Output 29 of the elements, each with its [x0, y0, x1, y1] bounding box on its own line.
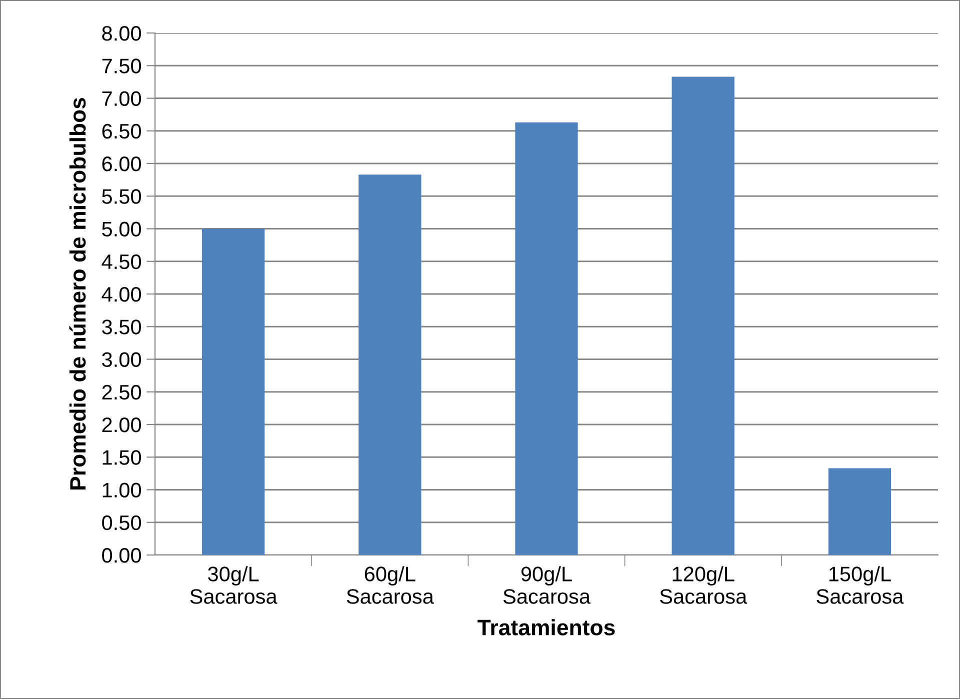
- y-tick-label: 8.00: [102, 26, 141, 41]
- x-tick-label: 150g/L Sacarosa: [816, 566, 904, 604]
- y-tick-label: 6.00: [102, 156, 141, 172]
- y-tick-label: 6.50: [102, 124, 141, 139]
- y-tick-label: 2.50: [102, 384, 141, 400]
- y-tick-label: 4.50: [102, 254, 141, 270]
- x-axis-title: Tratamientos: [478, 619, 615, 636]
- bar: [672, 76, 734, 555]
- y-tick-label: 7.50: [102, 58, 141, 74]
- y-tick-label: 0.00: [102, 548, 141, 563]
- y-tick-label: 1.00: [102, 482, 141, 498]
- x-tick-label: 30g/L Sacarosa: [190, 566, 278, 604]
- x-tick-label: 90g/L Sacarosa: [503, 566, 591, 604]
- y-tick-label: 7.00: [102, 91, 141, 106]
- x-tick-label: 60g/L Sacarosa: [346, 566, 434, 604]
- bar: [358, 174, 422, 555]
- y-tick-label: 2.00: [102, 418, 141, 432]
- y-tick-label: 1.50: [102, 450, 141, 465]
- y-axis-title: Promedio de número de microbulbos: [69, 98, 86, 490]
- x-tick-label: 120g/L Sacarosa: [660, 566, 748, 604]
- y-tick-label: 5.00: [102, 222, 141, 237]
- y-tick-label: 5.50: [102, 189, 141, 204]
- bar: [202, 228, 265, 555]
- bar: [828, 468, 892, 555]
- bar: [515, 122, 578, 555]
- y-tick-label: 3.50: [102, 320, 141, 334]
- y-tick-label: 3.00: [102, 352, 141, 368]
- y-tick-label: 4.00: [102, 287, 141, 302]
- y-tick-label: 0.50: [102, 515, 141, 530]
